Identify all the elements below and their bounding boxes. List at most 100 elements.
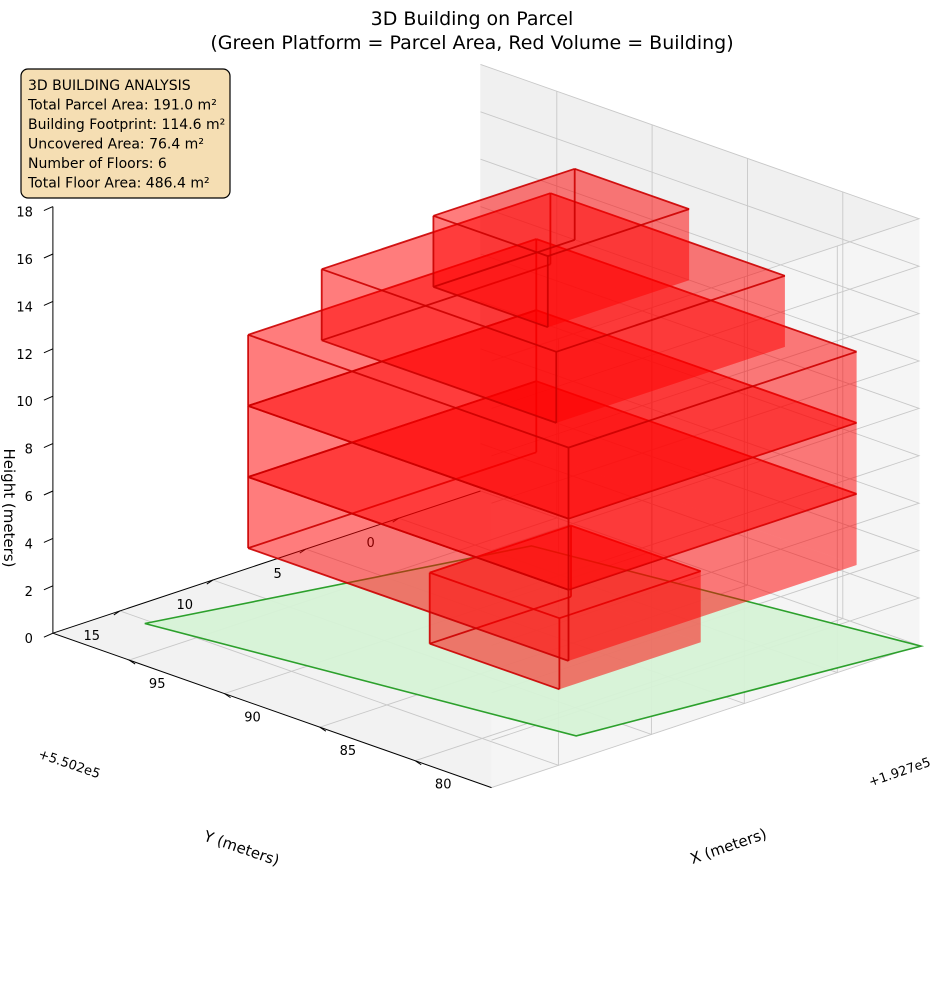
floor-edge: [247, 405, 569, 520]
grid-line-z: [480, 111, 921, 409]
floor-edge: [433, 167, 575, 217]
face-back-x: [568, 422, 857, 590]
floor-edge: [433, 239, 575, 288]
y-tick-tick: [392, 517, 399, 523]
floor-edge: [556, 274, 786, 353]
y-axis-line: [52, 490, 481, 634]
floor-edge: [568, 350, 857, 449]
x-axis-line: [52, 632, 492, 789]
face-top: [248, 381, 857, 590]
face-top: [248, 310, 857, 519]
face-front-y: [321, 269, 557, 423]
face-bottom: [248, 310, 857, 519]
x-tick-label: 80: [435, 778, 452, 793]
z-tick-label: 16: [16, 253, 33, 268]
building-floor-4: [247, 238, 857, 520]
building-floor-6: [432, 167, 690, 329]
x-tick-label: 85: [340, 744, 357, 759]
z-tick-tick: [43, 443, 54, 449]
grid-line-z: [480, 253, 921, 552]
x-axis-label: X (meters): [688, 825, 769, 868]
y-tick-label: 5: [274, 567, 282, 582]
floor-edge: [429, 571, 560, 620]
face-front-x: [248, 310, 537, 477]
face-front-x: [433, 168, 575, 287]
y-tick-label: 15: [84, 629, 101, 644]
parcel-platform: [144, 545, 925, 737]
face-back-y: [536, 239, 857, 423]
z-tick-tick: [43, 348, 54, 354]
z-tick-tick: [43, 253, 54, 259]
x-tick-tick: [128, 659, 136, 665]
floor-edge: [568, 421, 857, 520]
face-bottom: [433, 239, 690, 328]
face-front-y: [248, 477, 569, 661]
floor-edge: [247, 451, 537, 549]
face-back-x: [556, 275, 785, 423]
x-tick-tick: [414, 760, 422, 766]
y-axis-offset: +5.502e5: [36, 747, 102, 782]
floor-edge: [570, 524, 701, 573]
z-tick-tick: [43, 395, 54, 401]
building-floor-2: [247, 380, 857, 662]
x-tick-tick: [319, 726, 327, 732]
floor-edge: [536, 380, 857, 495]
z-tick-tick: [43, 585, 54, 591]
floor-edge: [321, 192, 551, 271]
face-back-y: [571, 525, 701, 643]
z-tick-label: 12: [16, 348, 33, 363]
face-front-x: [248, 381, 537, 549]
floor-edge: [247, 380, 537, 478]
face-back-y: [574, 168, 690, 281]
info-box-background: [20, 68, 231, 199]
face-back-x: [568, 493, 857, 661]
face-front-x: [429, 525, 571, 644]
x-axis-offset: +1.927e5: [867, 755, 933, 790]
floor-edge: [547, 208, 690, 257]
y-tick-tick: [206, 579, 214, 585]
z-tick-label: 10: [16, 395, 33, 410]
face-bottom: [429, 596, 701, 690]
x-tick-tick: [224, 693, 231, 699]
z-tick-tick: [43, 490, 54, 496]
floor-edge: [321, 339, 557, 424]
face-front-y: [248, 334, 569, 519]
floor-edge: [247, 547, 569, 662]
floor-edge: [321, 268, 557, 353]
info-line-floors: Number of Floors: 6: [28, 156, 167, 172]
z-tick-label: 0: [25, 632, 33, 647]
z-tick-label: 2: [25, 585, 33, 600]
floor-edge: [574, 167, 690, 210]
floor-edge: [536, 309, 857, 424]
z-tick-tick: [43, 537, 54, 543]
info-line-floor-area: Total Floor Area: 486.4 m²: [27, 176, 210, 192]
y-axis-label: Y (meters): [201, 827, 282, 870]
z-tick-tick: [43, 300, 54, 306]
floor-edge: [433, 286, 549, 329]
face-front-x: [321, 193, 551, 341]
z-axis-label: Height (meters): [0, 449, 18, 568]
info-line-uncovered: Uncovered Area: 76.4 m²: [28, 137, 204, 153]
info-line-parcel-area: Total Parcel Area: 191.0 m²: [27, 98, 217, 114]
y-tick-tick: [113, 610, 121, 616]
face-front-y: [433, 215, 548, 328]
face-top: [321, 193, 785, 352]
grid-line-z: [480, 206, 921, 504]
face-back-x: [568, 351, 857, 519]
info-line-footprint: Building Footprint: 114.6 m²: [28, 117, 225, 133]
floor-edge: [568, 493, 857, 591]
face-back-x: [559, 571, 701, 690]
grid-line-z: [480, 300, 921, 599]
floor-edge: [550, 192, 786, 277]
face-top: [248, 239, 857, 448]
floor-edge: [429, 524, 572, 574]
face-front-y: [429, 572, 560, 690]
face-back-y: [536, 310, 857, 494]
face-top: [433, 168, 690, 257]
floor-edge: [433, 214, 549, 257]
face-bottom: [248, 381, 857, 590]
scene-3d: [144, 167, 925, 737]
x-tick-label: 90: [244, 711, 261, 726]
z-tick-label: 8: [25, 443, 33, 458]
